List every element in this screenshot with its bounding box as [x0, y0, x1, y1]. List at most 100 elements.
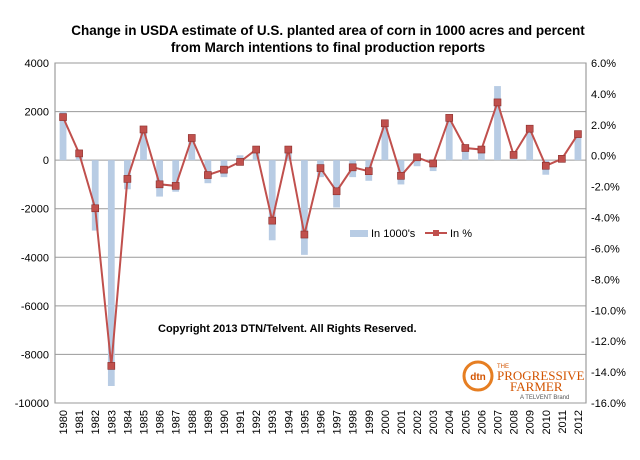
left-tick-label: -8000 — [21, 349, 49, 361]
right-tick-label: -10.0% — [591, 305, 626, 317]
x-tick-label: 2005 — [460, 410, 472, 434]
x-tick-label: 2011 — [557, 410, 569, 434]
logo-line-3: FARMER — [510, 379, 563, 394]
right-tick-label: 4.0% — [591, 89, 616, 101]
line-point — [558, 155, 566, 163]
left-tick-label: 0 — [43, 155, 49, 167]
bar — [124, 160, 131, 190]
line-point — [75, 149, 83, 158]
line-point — [445, 114, 454, 122]
x-tick-label: 2003 — [428, 410, 440, 434]
x-tick-label: 1984 — [122, 410, 134, 434]
line-point — [268, 216, 277, 225]
x-tick-label: 1987 — [171, 410, 183, 434]
bar — [236, 155, 244, 161]
bar — [461, 148, 469, 161]
chart-title-line-2: from March intentions to final productio… — [171, 40, 485, 55]
right-tick-label: -14.0% — [591, 367, 626, 379]
right-tick-label: 6.0% — [591, 58, 616, 70]
x-tick-label: 1998 — [348, 410, 360, 434]
legend-label-bars: In 1000's — [371, 228, 416, 240]
line-point — [220, 165, 228, 174]
x-tick-label: 1993 — [267, 410, 279, 434]
bar — [333, 160, 340, 208]
x-tick-label: 2001 — [396, 410, 408, 434]
line-point — [284, 145, 293, 154]
bar — [107, 160, 115, 386]
left-tick-label: -10000 — [15, 398, 49, 410]
line-point — [461, 144, 470, 152]
x-tick-label: 1989 — [203, 410, 215, 434]
x-axis: 1980 1981 1982 1983 1984 1985 1986 1987 1988 1989… — [58, 410, 585, 434]
x-tick-label: 1981 — [74, 410, 86, 434]
x-tick-label: 2006 — [476, 410, 488, 434]
x-tick-label: 1994 — [283, 410, 295, 434]
x-tick-label: 1980 — [58, 410, 70, 434]
plot-area — [54, 62, 587, 404]
line-point — [204, 171, 212, 179]
bar — [381, 120, 389, 161]
dtn-logo-text: dtn — [470, 372, 486, 383]
left-tick-label: 4000 — [25, 58, 49, 70]
x-tick-label: 1992 — [251, 410, 263, 434]
logo-line-2: PROGRESSIVE — [497, 368, 584, 383]
bar — [252, 151, 260, 161]
right-tick-label: 0.0% — [591, 151, 616, 163]
legend-swatch-marker — [433, 230, 439, 236]
line-point — [574, 130, 582, 138]
line-point — [477, 145, 486, 154]
bar — [478, 149, 485, 161]
bar — [494, 86, 501, 161]
line-point — [493, 98, 502, 107]
x-tick-label: 1983 — [106, 410, 118, 434]
line-point — [107, 362, 116, 370]
line-series — [59, 98, 582, 370]
logo-line-4: A TELVENT Brand — [520, 395, 569, 401]
bar — [526, 131, 534, 161]
x-tick-label: 1982 — [90, 410, 102, 434]
bar — [574, 135, 582, 161]
logo-line-1: THE — [497, 364, 509, 370]
bar — [59, 111, 67, 161]
bar-series — [59, 86, 582, 386]
x-tick-label: 1995 — [299, 410, 311, 434]
line-point — [397, 172, 405, 180]
line-point — [252, 145, 260, 154]
line-point — [525, 124, 534, 133]
x-tick-label: 1985 — [139, 410, 151, 434]
bar — [91, 160, 99, 231]
legend-swatch-bars — [350, 230, 368, 237]
line-point — [509, 151, 518, 159]
line-point — [155, 180, 164, 189]
line-point — [300, 230, 309, 239]
line-point — [187, 134, 196, 142]
bar — [188, 140, 196, 161]
x-tick-label: 1990 — [219, 410, 231, 434]
legend: In 1000's In % — [350, 228, 472, 240]
x-tick-label: 1986 — [155, 410, 167, 434]
x-tick-label: 2010 — [541, 410, 553, 434]
line-point — [332, 187, 341, 196]
copyright-annotation: Copyright 2013 DTN/Telvent. All Rights R… — [158, 323, 417, 335]
x-tick-label: 2002 — [412, 410, 424, 434]
bar — [413, 160, 421, 167]
right-axis: -16.0% -14.0% -12.0% -10.0% -8.0% -6.0% -4.0% -… — [591, 58, 626, 410]
right-tick-label: -2.0% — [591, 182, 620, 194]
bar — [75, 155, 83, 161]
left-tick-label: -6000 — [21, 301, 49, 313]
right-tick-label: -8.0% — [591, 274, 620, 286]
bar — [140, 131, 147, 161]
dtn-logo-ring — [462, 360, 494, 392]
x-tick-label: 2009 — [525, 410, 537, 434]
line-point — [171, 182, 180, 190]
line-point — [316, 164, 325, 172]
line-point — [59, 113, 67, 121]
line-point — [348, 163, 357, 172]
progressive-farmer-logo: dtn THE PROGRESSIVE FARMER A TELVENT Bra… — [462, 360, 584, 401]
left-axis: -10000 -8000 -6000 -4000 -2000 0 2000 4000 — [15, 58, 49, 410]
bar — [445, 116, 453, 161]
x-tick-label: 2000 — [380, 410, 392, 434]
bar — [284, 151, 292, 161]
bar — [172, 160, 180, 192]
